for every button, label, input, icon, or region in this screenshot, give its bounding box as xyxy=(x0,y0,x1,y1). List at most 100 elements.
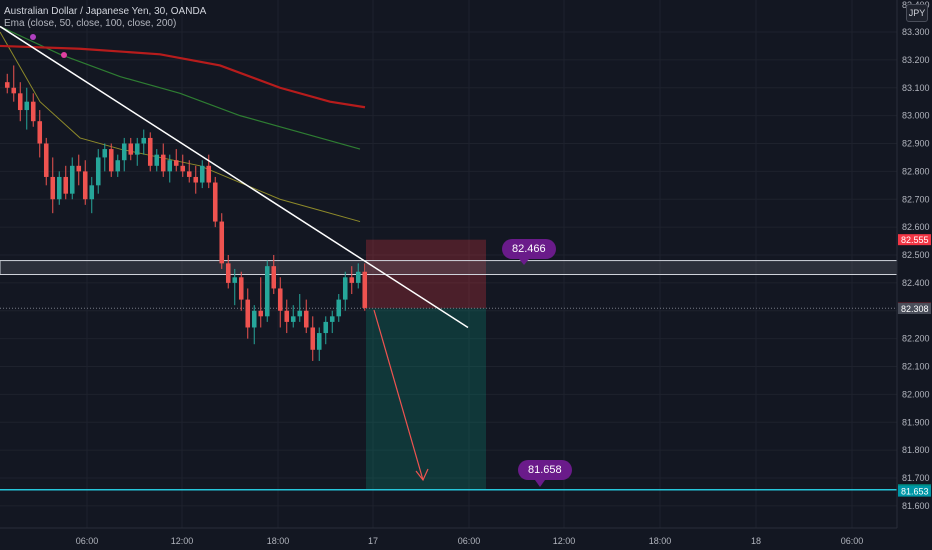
candle-body xyxy=(362,271,368,308)
candle-body xyxy=(212,182,218,222)
candle-body xyxy=(24,101,30,111)
ema-50-line xyxy=(0,31,361,223)
candle-body xyxy=(264,266,270,317)
symbol-title[interactable]: Australian Dollar / Japanese Yen, 30, OA… xyxy=(4,6,207,17)
candle-body xyxy=(251,310,257,328)
projection-arrow xyxy=(373,309,424,481)
candle-body xyxy=(134,143,140,155)
price-tick-label: 82.000 xyxy=(902,389,930,399)
time-tick-label: 18:00 xyxy=(267,536,290,546)
price-badge xyxy=(898,485,931,497)
candle-body xyxy=(349,277,355,283)
price-tick-label: 81.800 xyxy=(902,445,930,455)
entry-level-callout[interactable]: 82.466 xyxy=(502,239,556,259)
time-tick-label: 18 xyxy=(751,536,761,546)
candle-body xyxy=(115,160,121,172)
candle-body xyxy=(17,93,23,111)
time-tick-label: 06:00 xyxy=(76,536,99,546)
ema-indicator-label[interactable]: Ema (close, 50, close, 100, close, 200) xyxy=(4,18,177,29)
ema-200-line xyxy=(0,44,366,109)
time-tick-label: 18:00 xyxy=(649,536,672,546)
target-level-callout[interactable]: 81.658 xyxy=(518,460,572,480)
price-badge-label: 82.555 xyxy=(901,235,929,245)
currency-label[interactable]: JPY xyxy=(906,4,928,22)
price-badge-label: 82.308 xyxy=(901,304,929,314)
candle-body xyxy=(167,160,173,172)
candle-body xyxy=(82,171,88,200)
callout-pointer xyxy=(519,259,529,265)
candle-body xyxy=(147,137,153,166)
candle-body xyxy=(11,87,17,94)
candle-body xyxy=(43,143,49,177)
resistance-zone xyxy=(0,260,898,276)
candle-body xyxy=(30,101,36,122)
candle-body xyxy=(258,310,264,317)
price-tick-label: 81.900 xyxy=(902,417,930,427)
candle-body xyxy=(193,176,199,183)
ema-100-line xyxy=(0,25,361,150)
candle-body xyxy=(277,288,283,311)
candle-body xyxy=(160,154,166,172)
price-tick-label: 82.600 xyxy=(902,222,930,232)
price-tick-label: 82.800 xyxy=(902,166,930,176)
projection-arrow-head xyxy=(415,468,429,482)
price-tick-label: 82.500 xyxy=(902,250,930,260)
price-badge-label: 81.653 xyxy=(901,487,929,497)
time-tick-label: 12:00 xyxy=(171,536,194,546)
candle-body xyxy=(4,82,10,88)
chart-legend: Australian Dollar / Japanese Yen, 30, OA… xyxy=(4,6,206,30)
ema-cross-marker xyxy=(30,34,36,40)
price-badge xyxy=(898,234,931,246)
ema-cross-marker xyxy=(61,52,67,58)
price-tick-label: 83.300 xyxy=(902,27,930,37)
candle-body xyxy=(336,299,342,317)
candle-body xyxy=(76,165,82,172)
candle-body xyxy=(284,310,290,322)
candle-body xyxy=(63,176,69,194)
candle-body xyxy=(128,143,134,155)
price-tick-label: 82.400 xyxy=(902,278,930,288)
candle-body xyxy=(69,165,75,194)
price-tick-label: 81.600 xyxy=(902,501,930,511)
price-tick-label: 83.100 xyxy=(902,83,930,93)
candle-body xyxy=(50,176,56,200)
price-tick-label: 83.000 xyxy=(902,111,930,121)
candle-body xyxy=(303,310,309,328)
candle-body xyxy=(206,165,212,183)
callout-pointer xyxy=(535,480,545,487)
candle-body xyxy=(297,310,303,317)
price-tick-label: 82.900 xyxy=(902,139,930,149)
candle-body xyxy=(290,316,296,322)
candle-body xyxy=(225,263,231,283)
candle-body xyxy=(342,277,348,300)
time-tick-label: 06:00 xyxy=(458,536,481,546)
candle-body xyxy=(121,143,127,161)
candle-body xyxy=(219,221,225,264)
candle-body xyxy=(180,165,186,172)
candle-body xyxy=(173,160,179,166)
candle-body xyxy=(199,165,205,183)
candle-body xyxy=(56,176,62,200)
candle-body xyxy=(310,327,316,350)
time-tick-label: 06:00 xyxy=(841,536,864,546)
candle-body xyxy=(232,277,238,283)
candle-body xyxy=(316,333,322,350)
candle-body xyxy=(245,299,251,328)
candle-body xyxy=(238,277,244,300)
time-tick-label: 12:00 xyxy=(553,536,576,546)
time-tick-label: 17 xyxy=(368,536,378,546)
take-profit-zone xyxy=(366,308,486,490)
candle-body xyxy=(102,149,108,158)
price-tick-label: 82.100 xyxy=(902,362,930,372)
candle-body xyxy=(154,154,160,166)
price-tick-label: 82.700 xyxy=(902,194,930,204)
candle-body xyxy=(329,316,335,322)
price-badge xyxy=(898,303,931,315)
candle-body xyxy=(323,321,329,334)
candle-body xyxy=(37,121,43,144)
candle-body xyxy=(186,171,192,177)
candle-body xyxy=(355,271,361,283)
candle-body xyxy=(95,157,101,186)
price-tick-label: 82.200 xyxy=(902,334,930,344)
